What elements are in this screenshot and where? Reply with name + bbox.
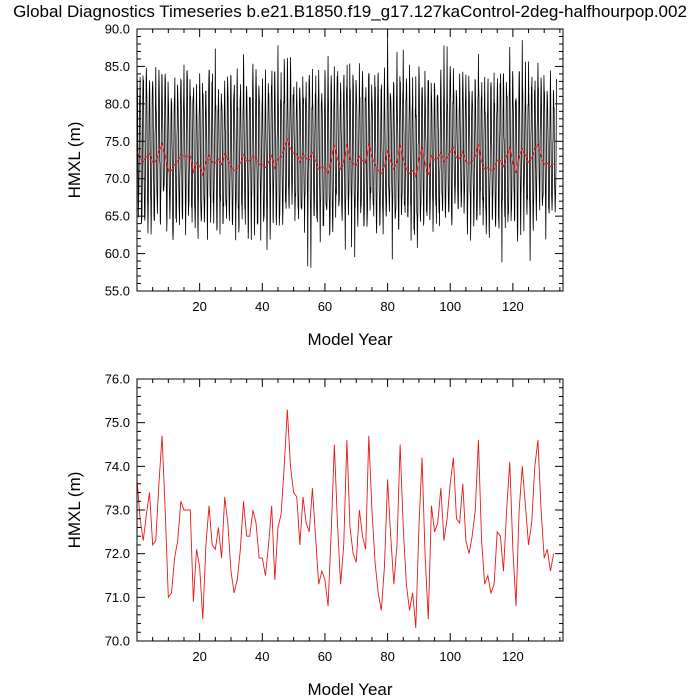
y-tick-label: 90.0: [105, 22, 130, 37]
y-tick-label: 73.0: [105, 503, 130, 518]
x-tick-label: 120: [502, 649, 524, 664]
y-tick-label: 65.0: [105, 209, 130, 224]
y-tick-label: 70.0: [105, 634, 130, 649]
x-axis-label: Model Year: [307, 330, 392, 349]
x-tick-label: 40: [255, 649, 269, 664]
monthly-series-line: [137, 33, 557, 268]
x-axis-label: Model Year: [307, 680, 392, 699]
top-panel: 20 40 60 80 100 120 55.0 60.0 65.0 70.0 75.0 80.0 85…: [65, 22, 564, 349]
x-tick-label: 20: [192, 299, 206, 314]
plot-frame: [136, 28, 564, 292]
y-tick-label: 75.0: [105, 415, 130, 430]
x-tick-label: 60: [318, 649, 332, 664]
y-tick-label: 60.0: [105, 246, 130, 261]
y-tick-label: 70.0: [105, 171, 130, 186]
annual-mean-series-line: [137, 137, 554, 178]
x-tick-label: 120: [502, 299, 524, 314]
y-tick-label: 71.0: [105, 590, 130, 605]
y-axis-label: HMXL (m): [65, 472, 84, 549]
figure-title: Global Diagnostics Timeseries b.e21.B185…: [13, 2, 687, 21]
x-tick-label: 60: [318, 299, 332, 314]
x-tick-label: 100: [439, 649, 461, 664]
y-tick-label: 76.0: [105, 372, 130, 387]
x-tick-label: 40: [255, 299, 269, 314]
x-tick-label: 80: [380, 649, 394, 664]
y-tick-label: 80.0: [105, 96, 130, 111]
y-tick-label: 72.0: [105, 546, 130, 561]
x-tick-label: 100: [439, 299, 461, 314]
y-axis-label: HMXL (m): [65, 122, 84, 199]
y-tick-label: 55.0: [105, 284, 130, 299]
y-tick-label: 74.0: [105, 459, 130, 474]
y-tick-label: 85.0: [105, 59, 130, 74]
bottom-panel: 20 40 60 80 100 120 70.0 71.0 72.0 73.0 74.0 75.0 76…: [65, 372, 564, 699]
y-tick-label: 75.0: [105, 134, 130, 149]
annual-mean-series-line: [137, 409, 555, 628]
x-tick-label: 20: [192, 649, 206, 664]
plot-frame: [136, 378, 564, 642]
x-tick-label: 80: [380, 299, 394, 314]
